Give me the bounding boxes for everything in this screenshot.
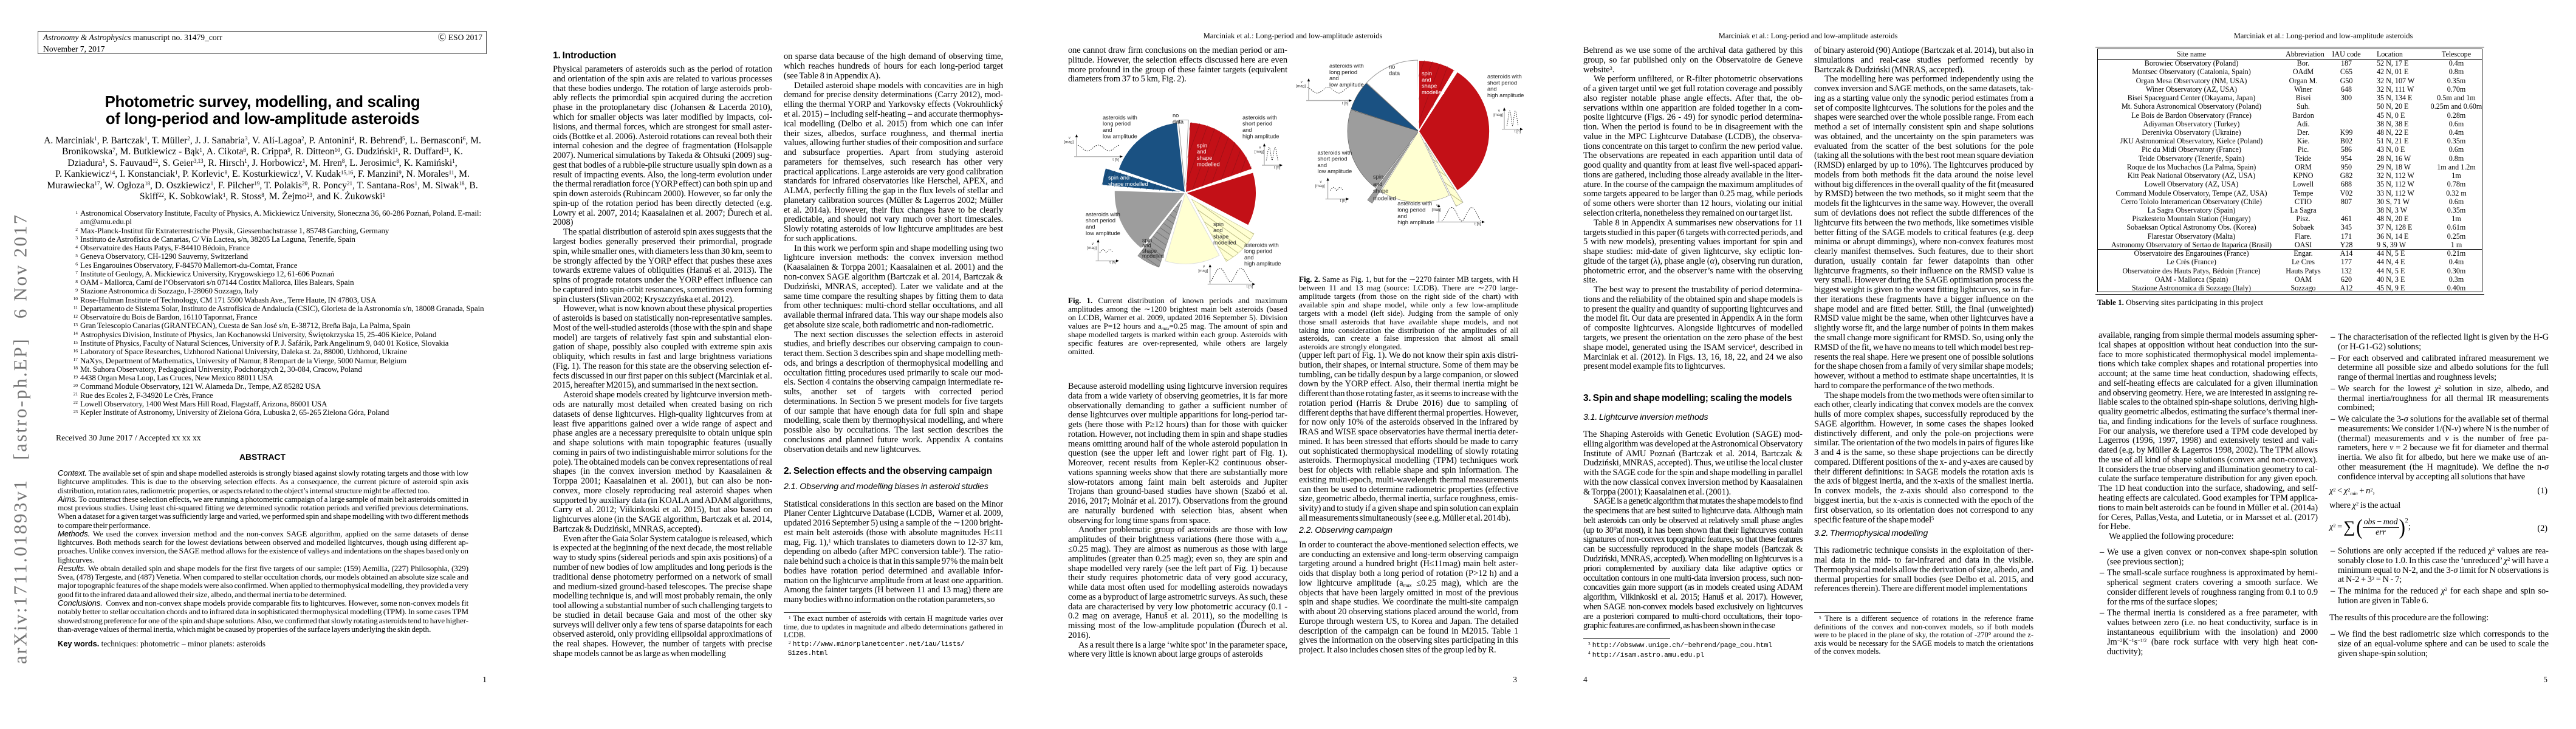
svg-text:t [h]: t [h] [1274, 166, 1281, 170]
svg-text:v: v [1092, 242, 1094, 246]
svg-text:v: v [1259, 146, 1261, 150]
svg-text:[mag]: [mag] [1493, 113, 1503, 117]
svg-text:v: v [1436, 204, 1439, 208]
svg-text:t [h]: t [h] [1515, 129, 1521, 134]
svg-text:v: v [1498, 109, 1501, 113]
svg-text:v: v [1301, 80, 1303, 84]
svg-text:v: v [1069, 136, 1071, 140]
svg-text:[mag]: [mag] [1198, 269, 1208, 273]
svg-text:t [h]: t [h] [1112, 157, 1119, 162]
svg-text:t [h]: t [h] [1475, 222, 1481, 227]
svg-text:t [h]: t [h] [1342, 101, 1349, 106]
svg-text:[mag]: [mag] [1087, 246, 1097, 250]
svg-text:[mag]: [mag] [1296, 84, 1306, 89]
svg-text:[mag]: [mag] [1432, 208, 1442, 212]
svg-text:v: v [1203, 264, 1205, 269]
svg-text:[mag]: [mag] [1255, 150, 1264, 154]
svg-text:t [h]: t [h] [1109, 261, 1116, 265]
svg-text:t [h]: t [h] [1340, 199, 1347, 203]
svg-text:v: v [1320, 180, 1322, 184]
svg-text:[mag]: [mag] [1315, 184, 1325, 188]
svg-text:[mag]: [mag] [1064, 140, 1074, 145]
svg-text:t [h]: t [h] [1247, 284, 1253, 289]
